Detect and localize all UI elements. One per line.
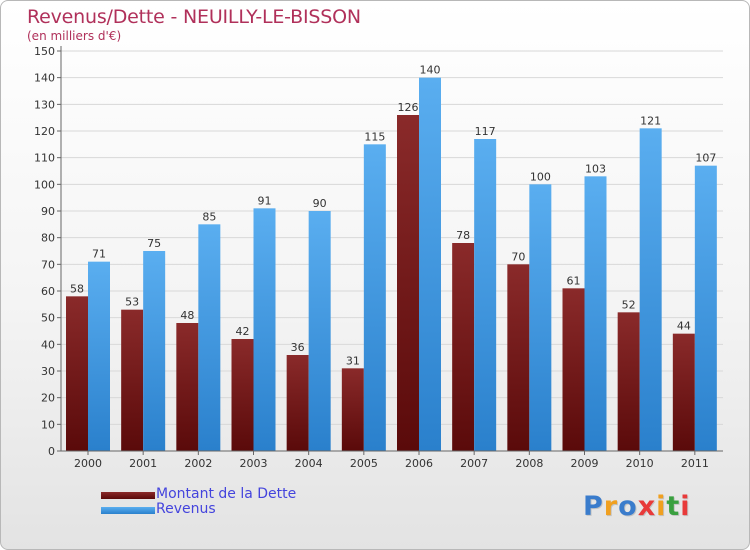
y-tick-label: 0 <box>48 445 55 458</box>
bar-dette <box>452 243 475 451</box>
y-tick-label: 30 <box>41 365 55 378</box>
data-label-revenus: 115 <box>364 130 385 143</box>
data-label-revenus: 107 <box>695 152 716 165</box>
bar-revenus <box>308 211 331 451</box>
bar-dette <box>341 368 364 451</box>
y-tick-label: 70 <box>41 258 55 271</box>
x-tick-label: 2010 <box>626 457 654 470</box>
bar-dette <box>121 309 144 451</box>
axes: 0 10 20 30 40 50 60 70 80 90 100 110 120 130 140 150 200… <box>34 45 723 470</box>
logo-letter: i <box>680 491 691 522</box>
y-tick-label: 150 <box>34 45 55 58</box>
y-tick-label: 10 <box>41 418 55 431</box>
bar-dette <box>231 339 254 451</box>
x-tick-label: 2000 <box>74 457 102 470</box>
bar-dette <box>562 288 585 451</box>
logo-letter: o <box>618 491 638 522</box>
data-label-dette: 78 <box>456 229 470 242</box>
data-label-revenus: 103 <box>585 162 606 175</box>
bar-dette <box>176 323 199 451</box>
x-tick-label: 2001 <box>129 457 157 470</box>
y-tick-label: 100 <box>34 178 55 191</box>
y-tick-label: 80 <box>41 232 55 245</box>
data-labels: 58 71 53 75 48 85 42 91 36 90 31 115 126 140 78 117 70 10… <box>70 64 716 368</box>
data-label-dette: 61 <box>567 274 581 287</box>
y-tick-label: 120 <box>34 125 55 138</box>
logo-letter: x <box>637 491 657 522</box>
y-tick-label: 90 <box>41 205 55 218</box>
bar-revenus <box>363 144 386 452</box>
legend-label-revenus: Revenus <box>156 501 216 517</box>
x-tick-label: 2007 <box>460 457 488 470</box>
y-tick-label: 130 <box>34 98 55 111</box>
logo-letter: r <box>603 491 619 522</box>
x-tick-label: 2006 <box>405 457 433 470</box>
x-tick-label: 2003 <box>240 457 268 470</box>
y-tick-label: 110 <box>34 152 55 165</box>
x-tick-label: 2009 <box>571 457 599 470</box>
data-label-revenus: 117 <box>475 125 496 138</box>
logo-letter: i <box>656 491 667 522</box>
bar-dette <box>617 312 640 451</box>
bar-revenus <box>253 208 276 451</box>
bar-revenus <box>584 176 607 452</box>
x-tick-label: 2011 <box>681 457 709 470</box>
data-label-dette: 53 <box>125 296 139 309</box>
bars <box>66 77 717 452</box>
y-tick-label: 140 <box>34 72 55 85</box>
chart-subtitle: (en milliers d'€) <box>27 29 122 43</box>
data-label-revenus: 75 <box>147 237 161 250</box>
bar-revenus <box>529 184 552 452</box>
x-tick-label: 2002 <box>184 457 212 470</box>
data-label-dette: 52 <box>622 298 636 311</box>
legend-swatch-revenus <box>101 507 155 514</box>
logo-letter: t <box>666 491 681 522</box>
bar-dette <box>66 296 88 451</box>
data-label-revenus: 91 <box>258 194 272 207</box>
data-label-dette: 70 <box>511 250 525 263</box>
bar-revenus <box>639 128 662 451</box>
bar-revenus <box>198 224 221 451</box>
bar-dette <box>286 355 309 451</box>
y-tick-label: 40 <box>41 338 55 351</box>
data-label-revenus: 85 <box>202 210 216 223</box>
chart-title: Revenus/Dette - NEUILLY-LE-BISSON <box>27 6 361 28</box>
data-label-dette: 36 <box>291 341 305 354</box>
x-tick-label: 2004 <box>295 457 323 470</box>
bar-revenus <box>419 77 441 452</box>
bar-revenus <box>694 165 717 451</box>
y-tick-label: 60 <box>41 285 55 298</box>
data-label-dette: 44 <box>677 320 691 333</box>
logo-letter: P <box>583 491 604 522</box>
data-label-dette: 58 <box>70 282 84 295</box>
data-label-revenus: 121 <box>640 114 661 127</box>
bar-dette <box>507 264 530 451</box>
x-tick-label: 2005 <box>350 457 378 470</box>
bar-revenus <box>88 261 110 451</box>
data-label-dette: 31 <box>346 354 360 367</box>
grid-lines <box>61 50 723 452</box>
y-tick-label: 50 <box>41 312 55 325</box>
data-label-revenus: 90 <box>313 197 327 210</box>
bar-dette <box>672 333 695 451</box>
data-label-dette: 42 <box>236 325 250 338</box>
data-label-dette: 126 <box>398 101 419 114</box>
legend-swatch-dette <box>101 492 155 499</box>
bar-revenus <box>474 139 497 451</box>
data-label-revenus: 71 <box>92 248 106 261</box>
proxiti-logo: Proxiti <box>583 491 691 522</box>
data-label-dette: 48 <box>180 309 194 322</box>
data-label-revenus: 140 <box>420 64 441 77</box>
bar-revenus <box>143 251 166 451</box>
y-tick-label: 20 <box>41 392 55 405</box>
x-tick-label: 2008 <box>515 457 543 470</box>
legend-label-dette: Montant de la Dette <box>156 486 297 502</box>
data-label-revenus: 100 <box>530 170 551 183</box>
bar-dette <box>397 115 419 451</box>
